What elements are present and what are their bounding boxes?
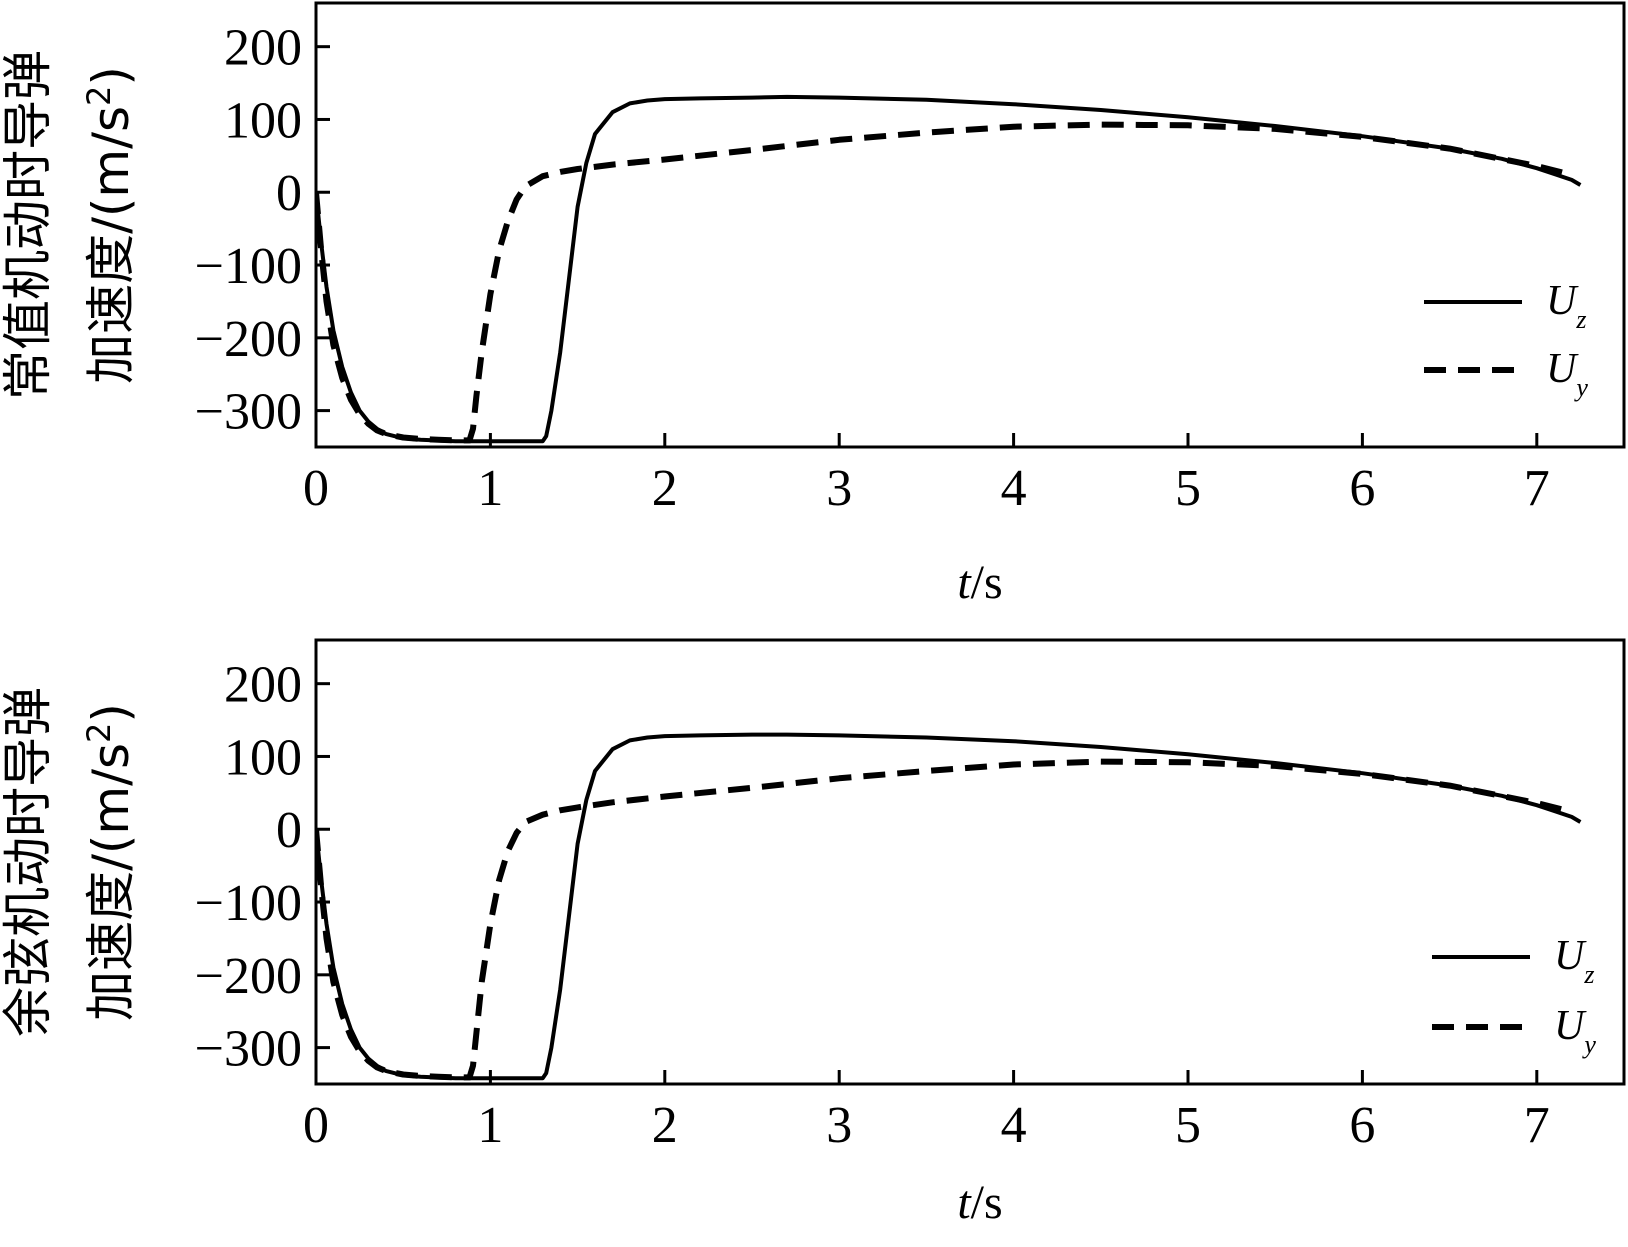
- x-tick-label: 3: [826, 1097, 852, 1154]
- x-tick-label: 7: [1524, 1097, 1550, 1154]
- y-tick-label: −300: [195, 1021, 302, 1078]
- y-tick-label: 200: [224, 20, 302, 77]
- y-tick-label: −300: [195, 384, 302, 441]
- x-tick-label: 6: [1349, 1097, 1375, 1154]
- y-axis-label-line1: 常值机动时导弹: [0, 50, 57, 400]
- y-tick-label: 100: [224, 92, 302, 149]
- legend-label-Uz: Uz: [1546, 278, 1586, 334]
- x-tick-label: 1: [477, 1097, 503, 1154]
- chart-panel-2: 0 1 2 3 4 5 6 7 200 100 0 −100 −200 −300 余弦机动时导弹 加速度/(m…: [0, 638, 1626, 1229]
- x-tick-label: 5: [1175, 1097, 1201, 1154]
- x-tick-label: 4: [1001, 460, 1027, 517]
- y-axis-label-line2: 加速度/(m/s2): [80, 66, 140, 384]
- x-tick-label: 0: [303, 460, 329, 517]
- x-tick-label: 7: [1524, 460, 1550, 517]
- series-line-Uy: [316, 121, 1573, 444]
- legend: Uz Uy: [1424, 278, 1588, 402]
- x-tick-label: 6: [1349, 460, 1375, 517]
- y-tick-label: −100: [195, 238, 302, 295]
- legend-label-Uy: Uy: [1554, 1003, 1596, 1059]
- plot-frame: [314, 1, 1626, 449]
- x-axis-label: t/s: [957, 556, 1002, 609]
- x-axis-label: t/s: [957, 1176, 1002, 1229]
- x-tick-label: 2: [652, 460, 678, 517]
- y-tick-label: 100: [224, 729, 302, 786]
- x-tick-label: 1: [477, 460, 503, 517]
- x-tick-label: 2: [652, 1097, 678, 1154]
- y-tick-label: 0: [276, 802, 302, 859]
- series-line-Uz: [316, 732, 1582, 1081]
- y-axis-label-line1: 余弦机动时导弹: [0, 687, 57, 1037]
- legend-label-Uz: Uz: [1554, 933, 1594, 989]
- plot-frame: [314, 638, 1626, 1086]
- y-tick-label: −200: [195, 311, 302, 368]
- x-tick-label: 5: [1175, 460, 1201, 517]
- legend-label-Uy: Uy: [1546, 346, 1588, 402]
- x-tick-label: 3: [826, 460, 852, 517]
- y-tick-label: −100: [195, 875, 302, 932]
- y-axis-label-line2: 加速度/(m/s2): [80, 703, 140, 1021]
- x-tick-label: 0: [303, 1097, 329, 1154]
- x-tick-label: 4: [1001, 1097, 1027, 1154]
- chart-panel-1: 0 1 2 3 4 5 6 7 200 100 0 −100 −200 −300 常值机动时导弹 加速度/(m…: [0, 1, 1626, 609]
- y-tick-label: 200: [224, 657, 302, 714]
- series-line-Uz: [316, 94, 1582, 444]
- y-tick-label: 0: [276, 165, 302, 222]
- y-tick-label: −200: [195, 948, 302, 1005]
- series-line-Uy: [316, 758, 1573, 1081]
- legend: Uz Uy: [1432, 933, 1596, 1059]
